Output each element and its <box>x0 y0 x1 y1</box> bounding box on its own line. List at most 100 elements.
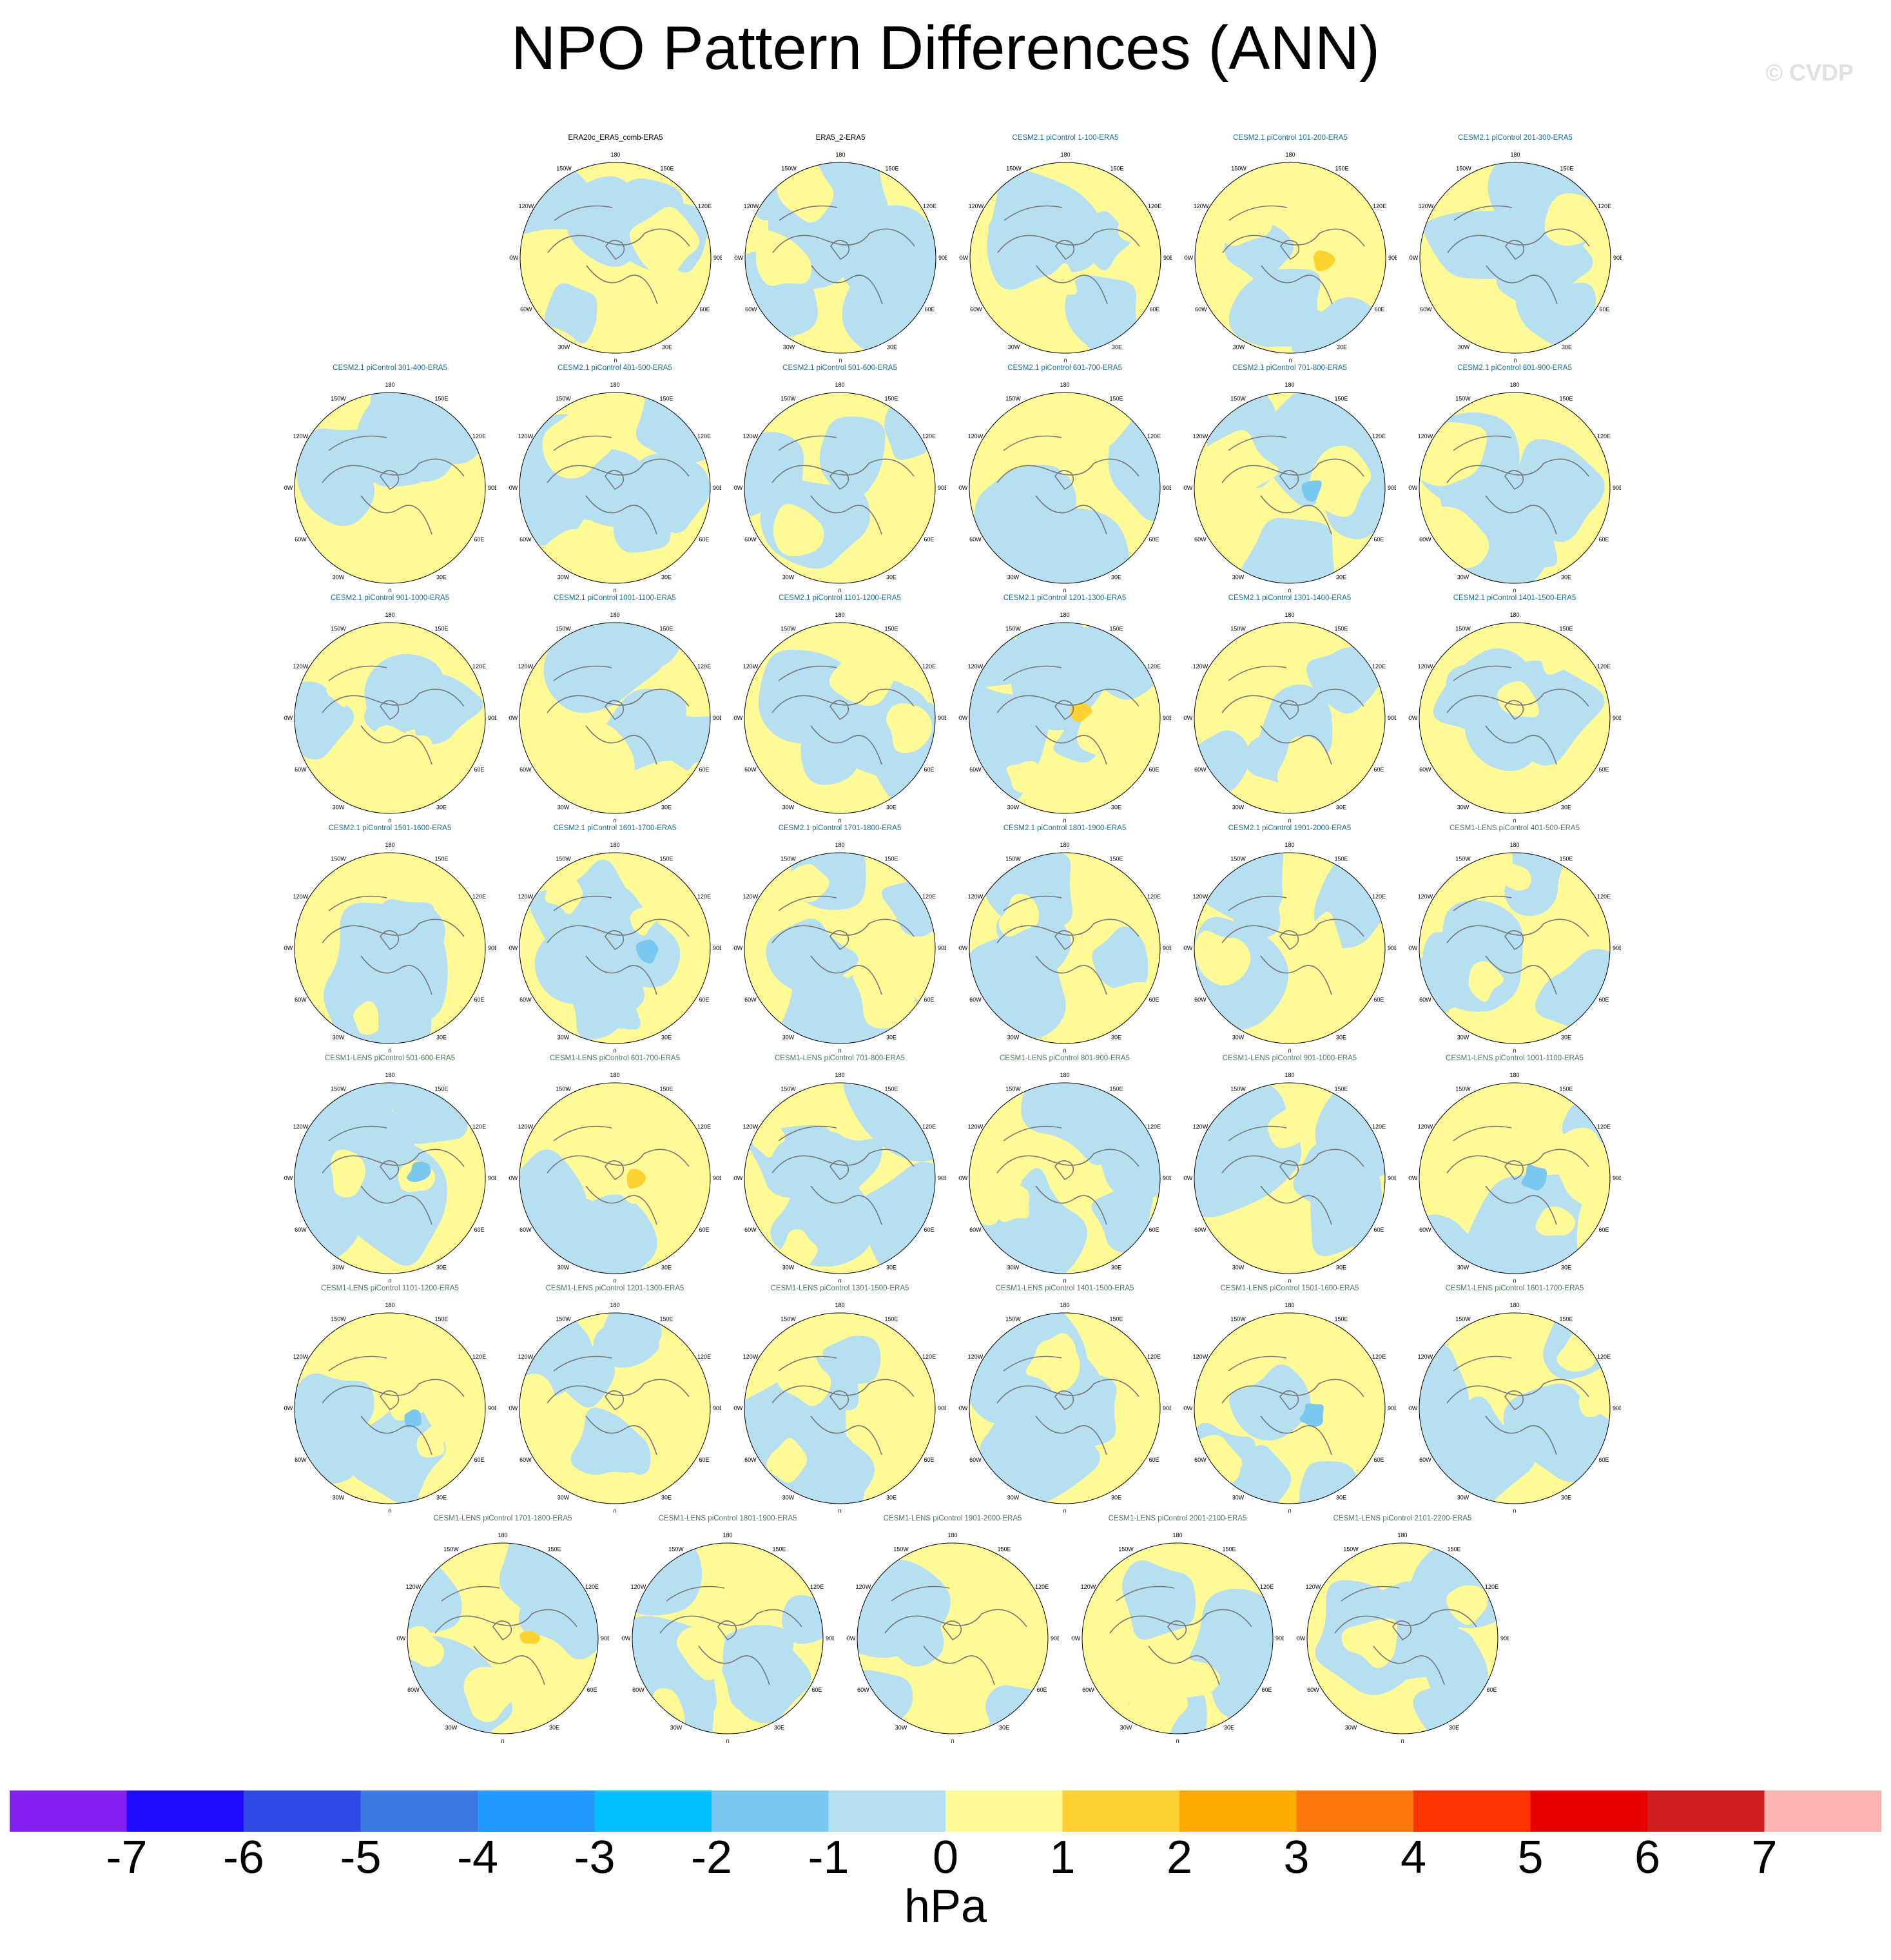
negative-anomaly-area <box>1315 1083 1385 1179</box>
longitude-tick-label: 180 <box>1172 1532 1182 1538</box>
map-panel-title: CESM2.1 piControl 1601-1700-ERA5 <box>553 824 677 832</box>
longitude-tick-label: 120W <box>1193 663 1208 670</box>
longitude-tick-label: 60W <box>407 1687 420 1693</box>
longitude-tick-label: 90W <box>958 945 968 951</box>
longitude-tick-label: 150W <box>1230 1085 1246 1092</box>
map-panel-title: CESM2.1 piControl 1101-1200-ERA5 <box>779 594 901 602</box>
negative-anomaly-area <box>744 432 804 517</box>
longitude-tick-label: 60W <box>519 996 532 1003</box>
longitude-tick-label: 60E <box>587 1687 597 1693</box>
longitude-tick-label: 150E <box>434 1315 448 1322</box>
longitude-tick-label: 60E <box>812 1687 822 1693</box>
longitude-tick-label: 30W <box>782 1265 795 1271</box>
longitude-tick-label: 30E <box>661 804 672 811</box>
longitude-tick-label: 180 <box>1397 1532 1407 1538</box>
longitude-tick-label: 180 <box>1510 151 1520 158</box>
longitude-tick-label: 90E <box>1613 945 1621 951</box>
coastlines <box>996 895 1139 995</box>
longitude-tick-label: 150W <box>1230 855 1246 862</box>
polar-map: 180 150E 120E 90E 60E 30E 0 30W 60W 90W 120W 150W <box>1184 151 1397 362</box>
longitude-tick-label: 150W <box>331 1085 346 1092</box>
polar-map: 180 150E 120E 90E 60E 30E 0 30W 60W 90W 120W 150W <box>509 151 722 362</box>
longitude-tick-label: 150W <box>781 165 797 171</box>
longitude-tick-label: 150E <box>1109 625 1123 632</box>
longitude-tick-label: 180 <box>1509 612 1519 618</box>
longitude-tick-label: 180 <box>835 382 844 388</box>
longitude-tick-label: 150W <box>331 395 346 402</box>
map-border <box>1419 1312 1611 1504</box>
polar-map: 180 150E 120E 90E 60E 30E 0 30W 60W 90W 120W 150W <box>284 1072 496 1283</box>
longitude-tick-label: 30E <box>774 1725 784 1731</box>
longitude-tick-label: 30W <box>1120 1725 1132 1731</box>
longitude-tick-label: 90E <box>1613 715 1621 721</box>
negative-anomaly-area <box>570 1408 651 1475</box>
map-panel-title: ERA5_2-ERA5 <box>815 134 866 142</box>
longitude-tick-label: 60E <box>1599 1227 1609 1233</box>
longitude-tick-label: 90E <box>1163 1175 1171 1181</box>
longitude-tick-label: 90E <box>1613 1405 1621 1412</box>
longitude-tick-label: 90W <box>509 255 519 261</box>
longitude-tick-label: 90E <box>1613 485 1621 491</box>
longitude-tick-label: 90W <box>734 255 744 261</box>
longitude-tick-label: 90W <box>621 1635 631 1642</box>
longitude-tick-label: 90W <box>959 255 969 261</box>
longitude-tick-label: 60W <box>969 1227 982 1233</box>
longitude-tick-label: 30W <box>1232 1034 1245 1041</box>
longitude-tick-label: 60E <box>1149 1457 1159 1463</box>
longitude-tick-label: 30W <box>782 804 795 811</box>
longitude-tick-label: 30E <box>1562 344 1572 351</box>
map-panel: CESM2.1 piControl 601-700-ERA5 180 150E 120… <box>958 364 1171 592</box>
longitude-tick-label: 90W <box>958 715 968 721</box>
longitude-tick-label: 120E <box>1598 203 1611 209</box>
map-border <box>1306 1542 1498 1734</box>
longitude-tick-label: 30W <box>1232 804 1245 811</box>
polar-map: 180 150E 120E 90E 60E 30E 0 30W 60W 90W 120W 150W <box>1183 612 1396 822</box>
longitude-tick-label: 120W <box>968 893 984 900</box>
longitude-tick-label: 30W <box>1457 1495 1469 1501</box>
colorbar-swatch <box>1413 1790 1531 1832</box>
longitude-tick-label: 180 <box>1060 1302 1069 1308</box>
polar-map: 180 150E 120E 90E 60E 30E 0 30W 60W 90W 120W 150W <box>733 1072 946 1283</box>
strong-anomaly-core <box>1521 1165 1547 1191</box>
map-panel: CESM2.1 piControl 401-500-ERA5 180 150E 120… <box>509 364 721 592</box>
polar-map: 180 150E 120E 90E 60E 30E 0 30W 60W 90W 120W 150W <box>1408 842 1621 1053</box>
map-panel: CESM1-LENS piControl 1901-2000-ERA5 180 15… <box>846 1515 1059 1743</box>
negative-anomaly-area <box>1419 1340 1469 1441</box>
colorbar-units: hPa <box>904 1881 987 1932</box>
positive-anomaly-area <box>1341 1618 1397 1669</box>
longitude-tick-label: 30W <box>558 1034 570 1041</box>
strong-anomaly-core <box>1314 250 1335 271</box>
negative-anomaly-area <box>632 1543 703 1616</box>
longitude-tick-label: 150E <box>1110 165 1123 171</box>
longitude-tick-label: 30E <box>1337 344 1347 351</box>
longitude-tick-label: 60W <box>519 536 532 543</box>
longitude-tick-label: 30E <box>1336 804 1346 811</box>
negative-anomaly-area <box>1504 439 1603 543</box>
longitude-tick-label: 60E <box>700 306 710 313</box>
negative-anomaly-area <box>1092 926 1149 991</box>
longitude-tick-label: 150W <box>781 395 796 402</box>
map-border <box>519 1312 711 1504</box>
longitude-tick-label: 90W <box>509 1405 518 1412</box>
positive-anomaly-area <box>788 864 829 902</box>
longitude-tick-label: 90W <box>1183 485 1193 491</box>
map-panel: CESM2.1 piControl 1801-1900-ERA5 180 150E 1… <box>958 824 1171 1053</box>
longitude-tick-label: 30W <box>333 1265 345 1271</box>
longitude-tick-label: 60E <box>1149 996 1159 1003</box>
longitude-tick-label: 60W <box>969 996 982 1003</box>
longitude-tick-label: 180 <box>610 612 619 618</box>
longitude-tick-label: 30E <box>887 344 897 351</box>
map-border <box>294 392 486 584</box>
negative-anomaly-area <box>534 928 616 1005</box>
longitude-tick-label: 150E <box>772 1546 786 1552</box>
positive-anomaly-area <box>519 1373 557 1414</box>
map-border <box>1194 392 1386 584</box>
longitude-tick-label: 30W <box>333 574 345 581</box>
longitude-tick-label: 90E <box>713 945 721 951</box>
longitude-tick-label: 180 <box>1509 1072 1519 1078</box>
longitude-tick-label: 120W <box>1081 1584 1096 1590</box>
coastlines <box>1334 1586 1477 1685</box>
polar-map: 180 150E 120E 90E 60E 30E 0 30W 60W 90W 120W 150W <box>1183 842 1396 1053</box>
longitude-tick-label: 180 <box>1285 612 1294 618</box>
longitude-tick-label: 30E <box>661 1034 672 1041</box>
